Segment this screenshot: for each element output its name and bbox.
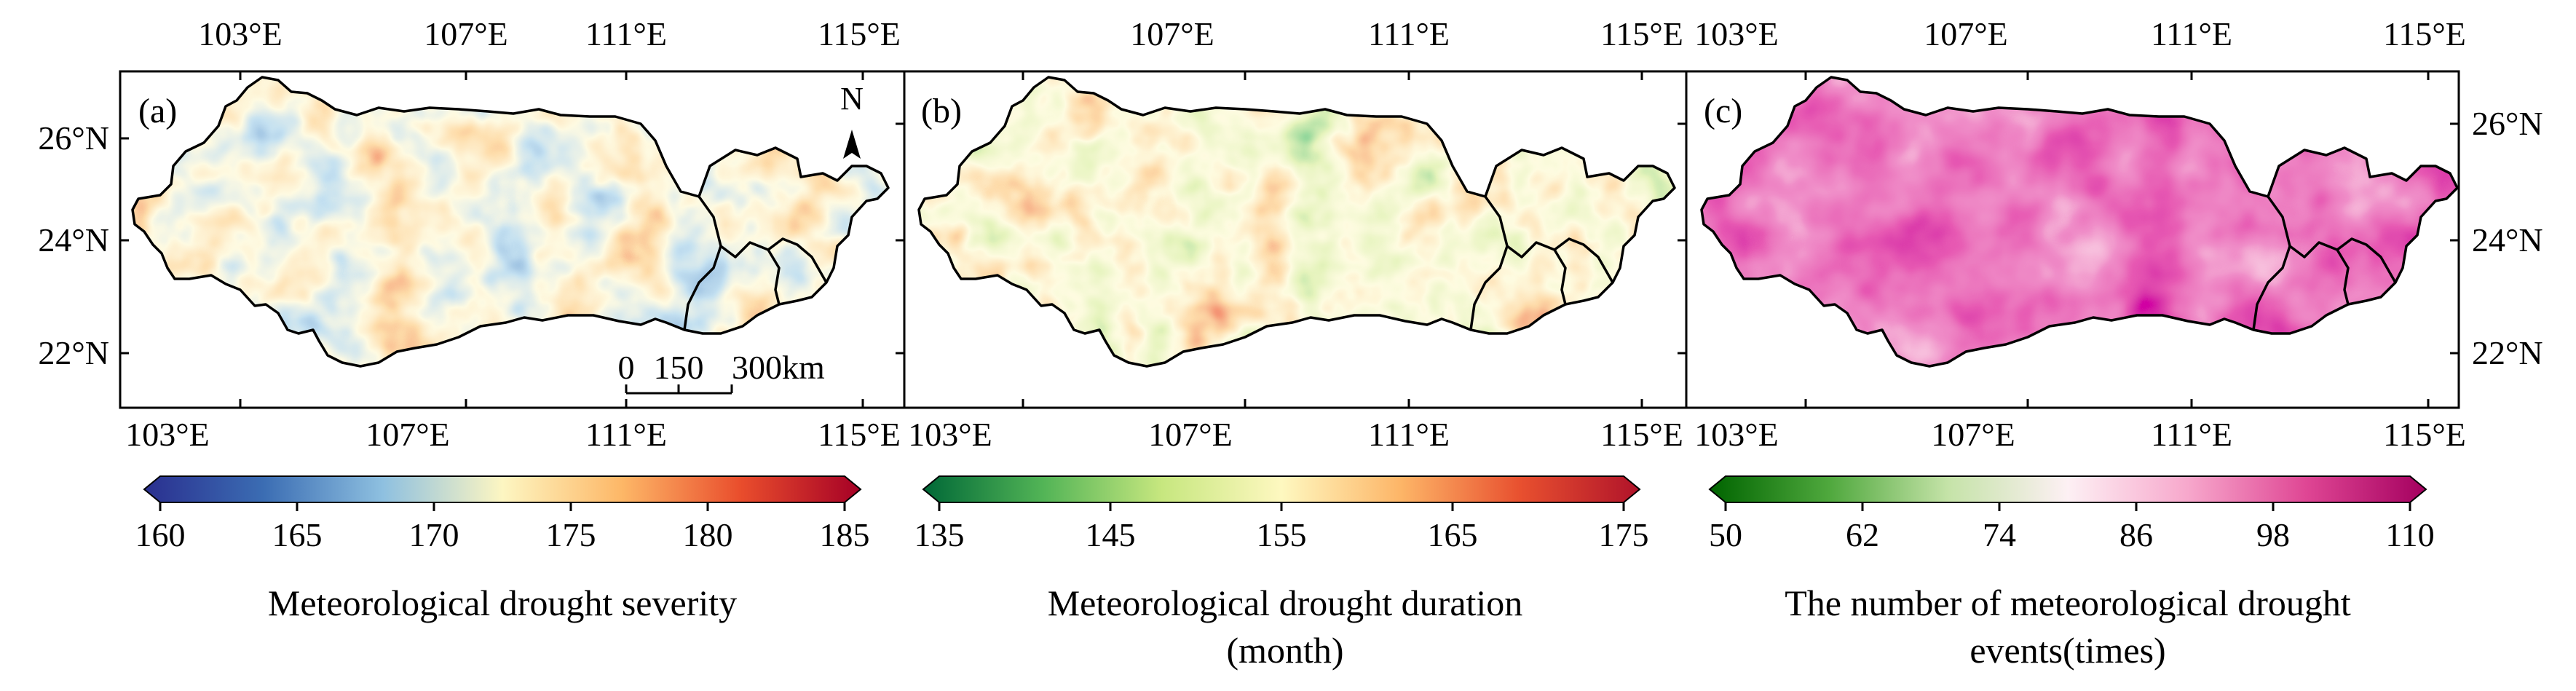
colorbar-tick-label: 155 <box>1257 516 1307 553</box>
tick-bottom-b-103: 103°E <box>908 416 992 453</box>
colorbar-tick-label: 180 <box>683 516 733 553</box>
tick-bottom-c-115: 115°E <box>2383 416 2466 453</box>
tick-top-c-107: 107°E <box>1924 15 2008 52</box>
colorbar-a-title: Meteorological drought severity <box>268 583 737 623</box>
north-arrow-icon <box>843 130 861 159</box>
tick-top-b-107: 107°E <box>1130 15 1214 52</box>
tick-left-26N: 26°N <box>38 119 109 157</box>
colorbar-b-title: Meteorological drought duration <box>1048 583 1523 623</box>
tick-left-22N: 22°N <box>38 334 109 371</box>
scale-bar: 0 150 300km <box>618 349 825 395</box>
colorbar-a-bar <box>143 475 862 503</box>
colorbar-c-title: The number of meteorological drought <box>1785 583 2351 623</box>
panel-b-label: (b) <box>921 92 962 130</box>
colorbar-a-ticks: 160 165 170 175 180 185 <box>135 502 870 553</box>
panel-b-boundaries <box>917 76 1676 368</box>
panel-b: (b) <box>917 76 1676 368</box>
scale-bar-label-300km: 300km <box>732 349 825 386</box>
tick-top-a-115: 115°E <box>818 15 901 52</box>
colorbar-b-title-line2: (month) <box>1226 630 1343 671</box>
panel-c-label: (c) <box>1704 92 1742 130</box>
north-arrow: N <box>840 81 864 159</box>
panel-c-boundaries <box>1700 76 2459 368</box>
tick-top-c-115: 115°E <box>2383 15 2466 52</box>
colorbar-tick-label: 86 <box>2119 516 2153 553</box>
axis-ticks <box>120 71 2459 408</box>
colorbar-tick-label: 160 <box>135 516 186 553</box>
colorbar-c-title-line2: events(times) <box>1969 630 2165 671</box>
panel-a-label: (a) <box>138 92 177 130</box>
tick-bottom-a-115: 115°E <box>818 416 901 453</box>
colorbar-tick-label: 175 <box>546 516 596 553</box>
tick-left-24N: 24°N <box>38 221 109 258</box>
north-arrow-label: N <box>840 81 864 117</box>
tick-bottom-b-111: 111°E <box>1368 416 1450 453</box>
tick-top-b-111: 111°E <box>1368 15 1450 52</box>
colorbar-tick-label: 165 <box>1428 516 1478 553</box>
colorbar-tick-label: 175 <box>1599 516 1649 553</box>
scale-bar-label-150: 150 <box>654 349 704 386</box>
tick-bottom-c-103: 103°E <box>1694 416 1779 453</box>
tick-top-c-111: 111°E <box>2151 15 2232 52</box>
colorbar-tick-label: 50 <box>1709 516 1742 553</box>
colorbar-tick-label: 145 <box>1086 516 1136 553</box>
panel-a: (a) N 0 150 300km <box>131 76 890 395</box>
tick-top-a-103: 103°E <box>198 15 283 52</box>
panel-a-boundaries <box>131 76 890 368</box>
colorbar-tick-label: 135 <box>914 516 965 553</box>
tick-labels: 103°E 107°E 111°E 115°E 107°E 111°E 115°… <box>38 15 2543 453</box>
tick-bottom-c-111: 111°E <box>2151 416 2232 453</box>
tick-right-22N: 22°N <box>2472 334 2543 371</box>
colorbar-tick-label: 62 <box>1846 516 1879 553</box>
tick-bottom-a-111: 111°E <box>585 416 667 453</box>
colorbar-tick-label: 170 <box>409 516 459 553</box>
tick-top-a-111: 111°E <box>585 15 667 52</box>
colorbar-tick-label: 74 <box>1983 516 2016 553</box>
tick-top-c-103: 103°E <box>1694 15 1779 52</box>
tick-top-b-115: 115°E <box>1600 15 1683 52</box>
tick-top-a-107: 107°E <box>424 15 508 52</box>
colorbar-tick-label: 98 <box>2256 516 2290 553</box>
tick-bottom-b-107: 107°E <box>1148 416 1233 453</box>
panel-c-raster <box>1702 77 2457 366</box>
colorbar-tick-label: 185 <box>820 516 870 553</box>
colorbar-c: 50 62 74 86 98 110 The number of meteorologic… <box>1708 475 2435 671</box>
panel-b-raster <box>919 77 1675 366</box>
tick-right-24N: 24°N <box>2472 221 2543 258</box>
colorbar-c-ticks: 50 62 74 86 98 110 <box>1709 502 2435 553</box>
colorbar-a: 160 165 170 175 180 185 Meteorological drough… <box>135 475 870 623</box>
colorbar-b: 135 145 155 165 175 Meteorological drought d… <box>914 475 1649 671</box>
scale-bar-label-0: 0 <box>618 349 635 386</box>
tick-bottom-a-107: 107°E <box>366 416 450 453</box>
tick-bottom-b-115: 115°E <box>1600 416 1683 453</box>
colorbar-tick-label: 165 <box>272 516 323 553</box>
colorbar-c-bar <box>1708 475 2427 503</box>
tick-bottom-a-103: 103°E <box>125 416 210 453</box>
colorbar-b-ticks: 135 145 155 165 175 <box>914 502 1649 553</box>
colorbar-tick-label: 110 <box>2385 516 2434 553</box>
tick-right-26N: 26°N <box>2472 105 2543 142</box>
colorbar-b-bar <box>922 475 1641 503</box>
tick-bottom-c-107: 107°E <box>1931 416 2015 453</box>
panel-c: (c) <box>1700 76 2459 368</box>
